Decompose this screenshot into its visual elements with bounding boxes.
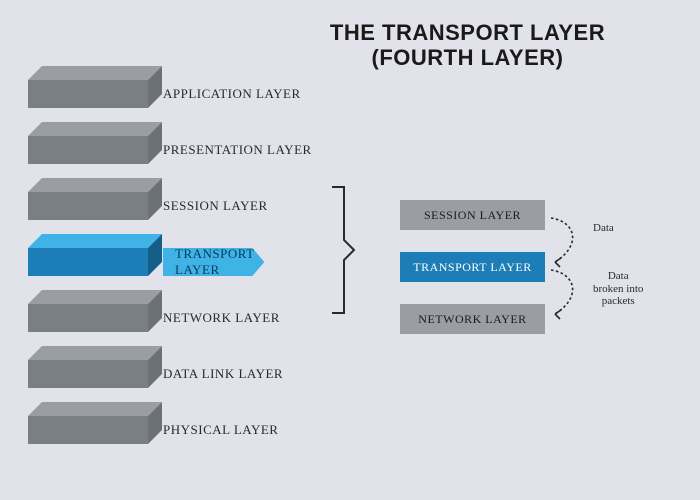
flow-annotation: Data broken into packets [593, 270, 643, 308]
layer-label-highlight: TRANSPORT LAYER [163, 248, 264, 276]
detail-panel: SESSION LAYERDataTRANSPORT LAYERData bro… [400, 200, 680, 356]
layer-slab: APPLICATION LAYER [28, 80, 148, 108]
title-line-2: (FOURTH LAYER) [275, 45, 660, 70]
diagram-title: THE TRANSPORT LAYER (FOURTH LAYER) [275, 20, 660, 71]
layer-label: PHYSICAL LAYER [163, 422, 278, 438]
title-line-1: THE TRANSPORT LAYER [275, 20, 660, 45]
layer-label: PRESENTATION LAYER [163, 142, 312, 158]
detail-row: SESSION LAYERData [400, 200, 680, 230]
layer-label: NETWORK LAYER [163, 310, 280, 326]
layer-slab: NETWORK LAYER [28, 304, 148, 332]
detail-box: SESSION LAYER [400, 200, 545, 230]
layer-slab: PRESENTATION LAYER [28, 136, 148, 164]
layer-label: SESSION LAYER [163, 198, 268, 214]
layer-stack: APPLICATION LAYER PRESENTATION LAYER SESSI… [28, 80, 148, 472]
detail-box: TRANSPORT LAYER [400, 252, 545, 282]
detail-row: TRANSPORT LAYERData broken into packets [400, 252, 680, 282]
layer-slab: SESSION LAYER [28, 192, 148, 220]
detail-box: NETWORK LAYER [400, 304, 545, 334]
detail-row: NETWORK LAYER [400, 304, 680, 334]
flow-annotation: Data [593, 222, 614, 235]
layer-label: DATA LINK LAYER [163, 366, 283, 382]
layer-slab: TRANSPORT LAYER [28, 248, 148, 276]
layer-slab: DATA LINK LAYER [28, 360, 148, 388]
layer-slab: PHYSICAL LAYER [28, 416, 148, 444]
bracket-icon [330, 185, 356, 315]
layer-label: APPLICATION LAYER [163, 86, 301, 102]
